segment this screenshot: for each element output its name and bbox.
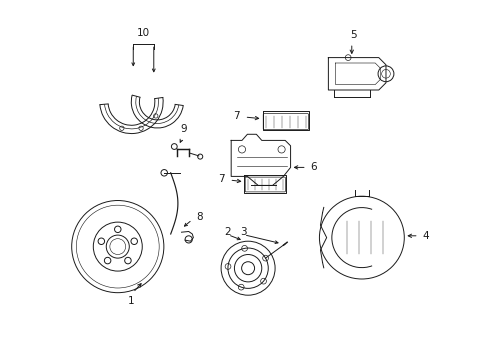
Text: 5: 5 bbox=[349, 30, 356, 40]
Text: 7: 7 bbox=[233, 111, 239, 121]
Text: 4: 4 bbox=[422, 231, 428, 241]
Text: 6: 6 bbox=[310, 162, 316, 172]
Text: 2: 2 bbox=[224, 227, 230, 237]
Text: 7: 7 bbox=[218, 174, 224, 184]
Text: 3: 3 bbox=[240, 227, 246, 237]
Text: 10: 10 bbox=[136, 28, 149, 38]
Text: 1: 1 bbox=[127, 296, 134, 306]
Text: 8: 8 bbox=[196, 212, 202, 222]
Text: 9: 9 bbox=[180, 124, 186, 134]
